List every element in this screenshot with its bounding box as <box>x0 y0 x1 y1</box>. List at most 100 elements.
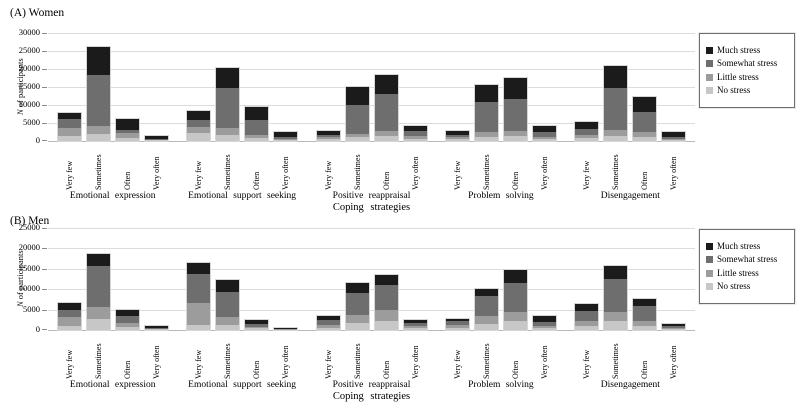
y-axis-tick <box>42 140 47 141</box>
x-tick-labels: Very few Sometimes Often Very often Very few… <box>48 333 695 379</box>
bar-segment <box>86 307 110 319</box>
bar-segment <box>86 319 110 330</box>
bar-segment <box>86 74 110 126</box>
bar-segment <box>575 303 599 312</box>
x-tick-label: Sometimes <box>93 343 103 379</box>
category-label: Emotional expression <box>69 380 156 390</box>
bar-segment <box>57 325 81 330</box>
category-label: Problem solving <box>468 191 534 201</box>
bar-segment <box>245 323 269 328</box>
bar-group <box>566 33 695 143</box>
bar-group <box>436 33 565 143</box>
bar-group <box>177 33 306 143</box>
bar-segment <box>345 293 369 315</box>
x-tick-label: Very often <box>410 156 420 190</box>
bar-segment <box>633 299 657 307</box>
bar-segment <box>187 120 211 127</box>
legend: Much stress Somewhat stress Little stress N… <box>699 33 795 108</box>
bar-segment <box>374 274 398 285</box>
stacked-bar <box>603 264 629 332</box>
stacked-bar <box>186 110 212 142</box>
bar-segment <box>633 132 657 137</box>
stacked-bar <box>502 77 528 142</box>
bar-segment <box>216 127 240 135</box>
bar-segment <box>115 323 139 328</box>
x-tick-label: Sometimes <box>481 154 491 190</box>
stacked-bar <box>444 129 470 143</box>
x-tick-label: Sometimes <box>481 343 491 379</box>
gridline <box>48 87 695 88</box>
bar-segment <box>245 137 269 141</box>
bar-segment <box>474 136 498 141</box>
panel-title-women: (A) Women <box>10 7 65 19</box>
bar-segment <box>245 328 269 330</box>
plot-area: 0 5000 10000 15000 20000 25000 30000 <box>19 27 695 145</box>
category-label: Emotional expression <box>69 191 156 201</box>
gridline <box>48 309 695 311</box>
bar-segment <box>144 328 168 330</box>
bar-segment <box>604 265 628 280</box>
y-axis-tick-label: 5000 <box>23 117 40 127</box>
x-tick-label: Sometimes <box>223 154 233 190</box>
stacked-bar <box>473 83 499 143</box>
bar-segment <box>532 322 556 326</box>
bar-segment <box>245 120 269 135</box>
stacked-bar <box>244 105 270 143</box>
stacked-bar <box>402 318 428 332</box>
bar-segment <box>575 311 599 322</box>
x-tick-group: Very few Sometimes Often Very often <box>177 144 306 190</box>
y-axis-tick-label: 25000 <box>18 45 40 55</box>
bar-segment <box>503 321 527 330</box>
bar-segment <box>316 315 340 320</box>
bar-segment <box>662 139 686 141</box>
bar-segment <box>216 279 240 292</box>
x-tick-label: Very few <box>582 160 592 190</box>
bar-segment <box>115 309 139 317</box>
bar-group <box>48 228 177 332</box>
bar-segment <box>604 312 628 322</box>
stacked-bar <box>661 131 687 142</box>
stacked-bar <box>373 273 399 332</box>
bar-segment <box>345 134 369 138</box>
bar-segment <box>216 134 240 141</box>
stacked-bar <box>85 46 111 142</box>
x-tick-group: Very few Sometimes Often Very often <box>48 144 177 190</box>
plot-area: 0 5000 10000 15000 20000 25000 <box>19 222 695 334</box>
bar-segment <box>604 129 628 136</box>
bar-segment <box>57 113 81 120</box>
category-label: Emotional support seeking <box>188 191 297 201</box>
bar-segment <box>115 133 139 139</box>
legend-item: Somewhat stress <box>706 255 788 264</box>
legend-swatch <box>706 242 713 250</box>
category-labels: Emotional expression Emotional support se… <box>48 191 695 201</box>
bar-segment <box>575 325 599 330</box>
bar-segment <box>144 138 168 140</box>
bar-segment <box>474 296 498 317</box>
y-axis-tick <box>42 289 47 291</box>
bar-segment <box>144 136 168 139</box>
stacked-bar <box>473 287 499 332</box>
stacked-bar <box>344 282 370 331</box>
legend-item-label: No stress <box>717 281 751 291</box>
bar-segment <box>662 136 686 139</box>
legend-swatch <box>706 60 713 67</box>
category-label: Emotional support seeking <box>188 380 297 390</box>
gridline <box>48 268 695 270</box>
legend-item: No stress <box>706 86 788 95</box>
bar-segment <box>604 279 628 313</box>
bar-segment <box>115 327 139 330</box>
legend-item: Little stress <box>706 268 788 278</box>
y-axis-tick-label: 20000 <box>18 242 40 253</box>
legend-item: Somewhat stress <box>706 59 788 68</box>
legend-item-label: No stress <box>717 85 751 95</box>
x-tick-label: Very often <box>281 345 291 379</box>
x-tick-label: Sometimes <box>611 154 621 190</box>
bar-segment <box>245 134 269 138</box>
legend-swatch <box>706 256 713 263</box>
bar-segment <box>403 130 427 137</box>
x-tick-label: Sometimes <box>223 343 233 379</box>
bar-segment <box>403 138 427 141</box>
bar-segment <box>345 137 369 141</box>
gridline <box>48 33 695 34</box>
stacked-bar <box>531 124 557 143</box>
